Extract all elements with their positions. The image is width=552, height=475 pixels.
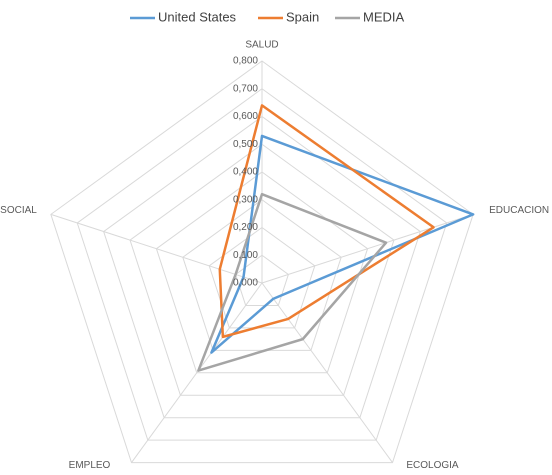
axis-spoke xyxy=(131,282,263,463)
grid-ring xyxy=(155,171,369,374)
legend: United States Spain MEDIA xyxy=(130,9,405,24)
legend-label: United States xyxy=(158,9,237,24)
grid-ring xyxy=(76,88,448,441)
grid-ring xyxy=(129,143,395,396)
legend-label: Spain xyxy=(286,9,319,24)
grid-ring xyxy=(50,60,474,464)
y-tick-label: 0,300 xyxy=(233,194,258,205)
axis-spoke xyxy=(261,213,474,284)
grid-ring xyxy=(235,254,289,306)
y-tick-label: 0,500 xyxy=(233,139,258,150)
y-tick-label: 0,400 xyxy=(233,167,258,178)
series xyxy=(197,104,475,372)
y-tick-label: 0,000 xyxy=(233,278,258,289)
y-tick-label: 0,600 xyxy=(233,111,258,122)
category-label: BSOCIAL xyxy=(0,205,37,216)
grid xyxy=(50,60,474,464)
series-line xyxy=(197,192,388,372)
axis-spoke xyxy=(261,282,393,463)
grid-ring xyxy=(208,226,316,329)
axis-spoke xyxy=(50,213,263,284)
labels: 0,000 0,100 0,200 0,300 0,400 0,500 0,600 0,700… xyxy=(0,40,549,472)
series-line xyxy=(210,134,475,354)
y-tick-label: 0,700 xyxy=(233,83,258,94)
legend-label: MEDIA xyxy=(363,9,405,24)
y-tick-label: 0,100 xyxy=(233,250,258,261)
y-tick-label: 0,200 xyxy=(233,222,258,233)
category-label: EMPLEO xyxy=(69,460,111,471)
grid-ring xyxy=(103,115,421,419)
y-tick-label: 0,800 xyxy=(233,56,258,67)
category-label: EDUCACION xyxy=(489,205,549,216)
series-line xyxy=(218,104,435,339)
category-label: SALUD xyxy=(245,40,278,51)
category-label: ECOLOGIA xyxy=(406,460,459,471)
axes xyxy=(50,61,474,463)
